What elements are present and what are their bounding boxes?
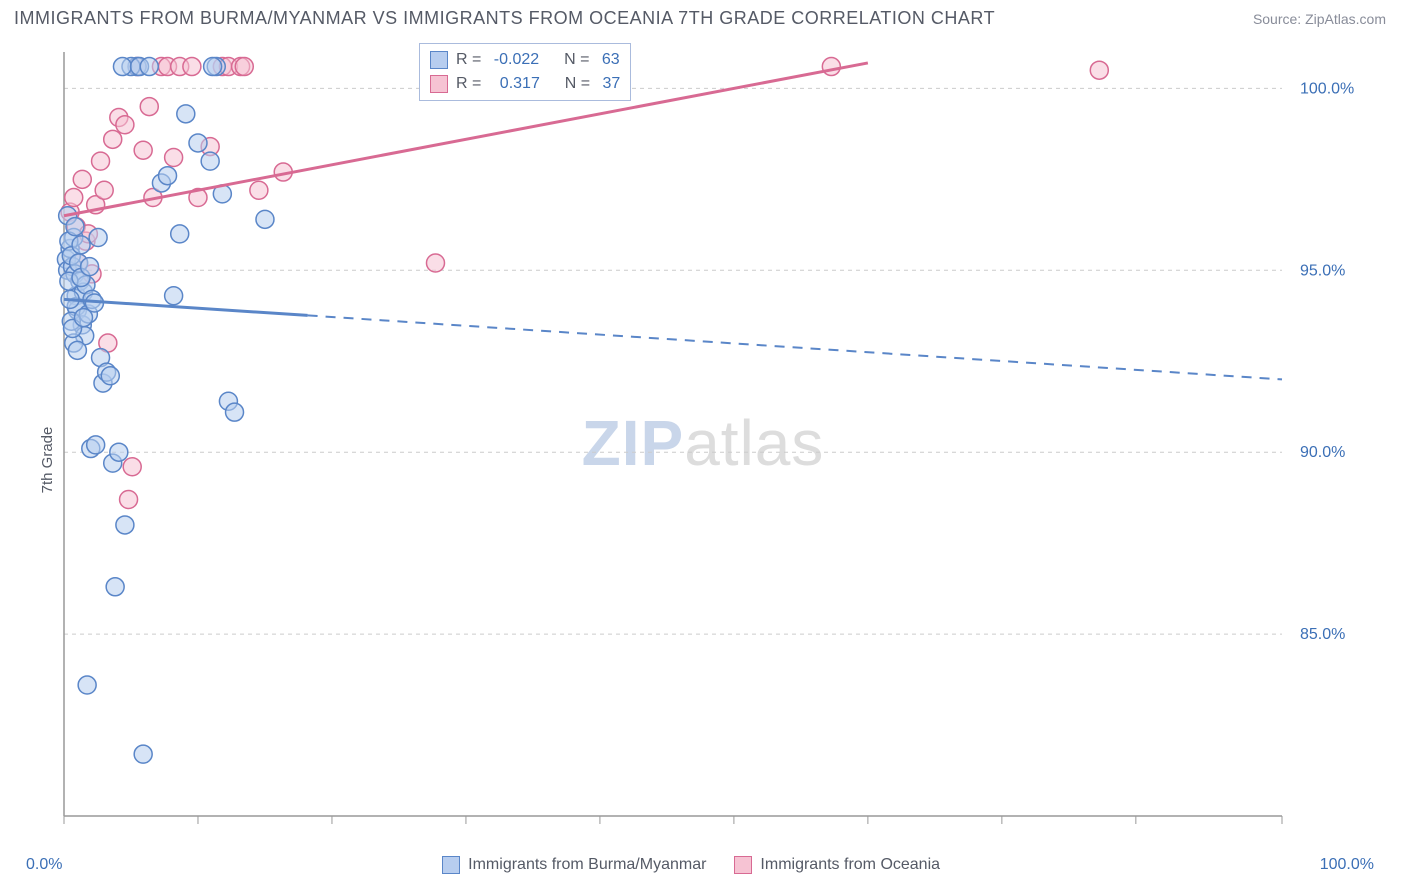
svg-text:95.0%: 95.0% bbox=[1300, 262, 1345, 279]
legend-item-burma: Immigrants from Burma/Myanmar bbox=[442, 856, 706, 874]
legend-label-burma: Immigrants from Burma/Myanmar bbox=[468, 856, 706, 874]
source-prefix: Source: bbox=[1253, 11, 1305, 27]
legend-row-oceania: R = 0.317 N = 37 bbox=[430, 72, 620, 96]
legend-row-burma: R = -0.022 N = 63 bbox=[430, 48, 620, 72]
scatter-plot: 85.0% 90.0% 95.0% 100.0% bbox=[54, 42, 1392, 878]
swatch-burma-icon bbox=[430, 51, 448, 69]
chart-container: 7th Grade ZIPatlas 85.0%90.0%95.0%100.0%… bbox=[14, 42, 1392, 878]
x-axis-legend: 0.0% Immigrants from Burma/Myanmar Immig… bbox=[14, 852, 1392, 878]
legend-n-label: N = bbox=[565, 72, 595, 96]
svg-text:85.0%: 85.0% bbox=[1300, 626, 1345, 643]
legend-label-oceania: Immigrants from Oceania bbox=[760, 856, 940, 874]
x-axis-start-label: 0.0% bbox=[26, 856, 62, 874]
legend-n-value: 37 bbox=[603, 72, 621, 96]
swatch-oceania-icon bbox=[430, 75, 448, 93]
legend-n-value: 63 bbox=[602, 48, 620, 72]
legend-r-label: R = bbox=[456, 48, 486, 72]
series-legend: Immigrants from Burma/Myanmar Immigrants… bbox=[442, 856, 940, 874]
source-attribution: Source: ZipAtlas.com bbox=[1253, 11, 1386, 27]
swatch-burma-icon bbox=[442, 856, 460, 874]
swatch-oceania-icon bbox=[734, 856, 752, 874]
chart-title: IMMIGRANTS FROM BURMA/MYANMAR VS IMMIGRA… bbox=[14, 8, 995, 29]
source-link[interactable]: ZipAtlas.com bbox=[1305, 11, 1386, 27]
x-axis-end-label: 100.0% bbox=[1320, 856, 1374, 874]
legend-item-oceania: Immigrants from Oceania bbox=[734, 856, 940, 874]
correlation-legend: R = -0.022 N = 63 R = 0.317 N = 37 bbox=[419, 43, 631, 101]
chart-header: IMMIGRANTS FROM BURMA/MYANMAR VS IMMIGRA… bbox=[0, 0, 1406, 37]
legend-r-label: R = bbox=[456, 72, 486, 96]
svg-text:100.0%: 100.0% bbox=[1300, 80, 1354, 97]
legend-r-value: -0.022 bbox=[494, 48, 539, 72]
legend-n-label: N = bbox=[564, 48, 594, 72]
svg-text:90.0%: 90.0% bbox=[1300, 444, 1345, 461]
legend-r-value: 0.317 bbox=[494, 72, 540, 96]
